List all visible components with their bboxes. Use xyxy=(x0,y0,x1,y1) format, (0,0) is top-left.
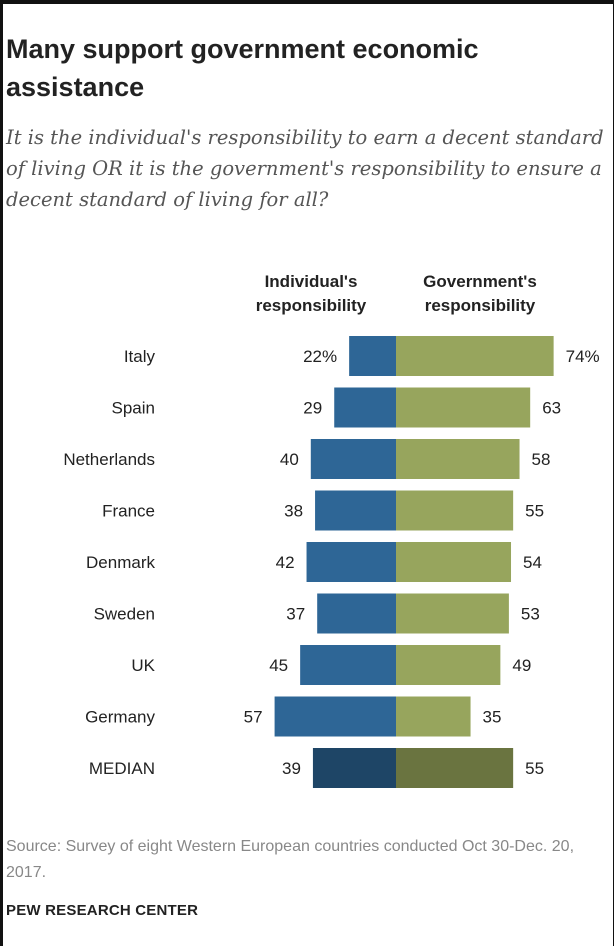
government-bar-netherlands xyxy=(396,439,520,479)
government-bar-uk xyxy=(396,645,501,685)
category-label-median: MEDIAN xyxy=(89,759,155,778)
category-label-denmark: Denmark xyxy=(86,553,155,572)
individual-bar-netherlands xyxy=(310,439,396,479)
individual-bar-sweden xyxy=(317,593,396,634)
category-label-italy: Italy xyxy=(124,347,156,366)
individual-value-label-median: 39 xyxy=(282,759,301,778)
individual-bar-denmark xyxy=(306,542,396,582)
government-value-label-sweden: 53 xyxy=(521,605,540,624)
category-label-spain: Spain xyxy=(112,399,155,418)
individual-bar-france xyxy=(315,490,396,531)
category-label-sweden: Sweden xyxy=(94,605,155,624)
source-note: Source: Survey of eight Western European… xyxy=(6,838,579,881)
category-label-france: France xyxy=(102,502,155,521)
individual-bar-italy xyxy=(349,336,396,376)
individual-value-label-sweden: 37 xyxy=(286,605,305,624)
chart-subtitle: It is the individual's responsibility to… xyxy=(6,126,604,211)
individual-value-label-spain: 29 xyxy=(303,399,322,418)
government-bar-france xyxy=(396,490,514,531)
individual-bar-uk xyxy=(300,645,396,685)
individual-value-label-uk: 45 xyxy=(269,656,288,675)
category-label-germany: Germany xyxy=(85,708,155,727)
individual-value-label-denmark: 42 xyxy=(276,553,295,572)
government-bar-sweden xyxy=(396,593,509,634)
individual-bar-median xyxy=(312,748,396,788)
top-border xyxy=(0,0,614,4)
category-label-uk: UK xyxy=(131,656,155,675)
individual-value-label-italy: 22% xyxy=(303,347,337,366)
pew-research-center-logo: PEW RESEARCH CENTER xyxy=(6,902,199,919)
individual-bar-germany xyxy=(274,696,396,737)
government-value-label-france: 55 xyxy=(525,502,544,521)
individual-bar-spain xyxy=(334,387,396,428)
government-value-label-spain: 63 xyxy=(542,399,561,418)
government-column-header: Government's responsibility xyxy=(423,272,537,315)
category-label-netherlands: Netherlands xyxy=(63,450,155,469)
government-bar-germany xyxy=(396,696,471,737)
individual-column-header: Individual's responsibility xyxy=(255,272,367,315)
government-bar-spain xyxy=(396,387,531,428)
government-bar-median xyxy=(396,748,514,788)
diverging-bar-chart: Italy 22% 74% Spain 29 63 Netherlands 40 58 Franc… xyxy=(63,336,600,788)
chart-title: Many support government economic assista… xyxy=(6,34,479,102)
government-value-label-denmark: 54 xyxy=(523,553,542,572)
individual-value-label-netherlands: 40 xyxy=(280,450,299,469)
government-value-label-germany: 35 xyxy=(483,708,502,727)
individual-value-label-germany: 57 xyxy=(244,708,263,727)
government-value-label-median: 55 xyxy=(525,759,544,778)
government-value-label-uk: 49 xyxy=(512,656,531,675)
government-bar-italy xyxy=(396,336,554,376)
government-bar-denmark xyxy=(396,542,512,582)
government-value-label-netherlands: 58 xyxy=(532,450,551,469)
individual-value-label-france: 38 xyxy=(284,502,303,521)
government-value-label-italy: 74% xyxy=(566,347,600,366)
left-border xyxy=(0,0,3,946)
